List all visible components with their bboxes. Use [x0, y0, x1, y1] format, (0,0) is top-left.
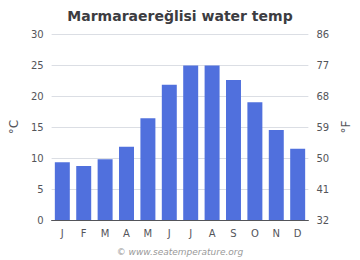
svg-text:O: O [251, 228, 259, 239]
svg-text:M: M [101, 228, 110, 239]
svg-text:°C: °C [7, 120, 21, 134]
svg-text:30: 30 [31, 29, 44, 40]
svg-text:J: J [60, 228, 64, 239]
svg-text:S: S [230, 228, 236, 239]
svg-text:10: 10 [31, 153, 44, 164]
svg-text:A: A [209, 228, 216, 239]
svg-text:F: F [81, 228, 87, 239]
svg-text:59: 59 [316, 122, 329, 133]
svg-text:0: 0 [37, 215, 43, 226]
svg-text:J: J [188, 228, 192, 239]
svg-text:25: 25 [31, 60, 44, 71]
svg-text:77: 77 [316, 60, 329, 71]
svg-text:32: 32 [316, 215, 329, 226]
svg-text:A: A [123, 228, 130, 239]
svg-text:°F: °F [339, 120, 353, 133]
svg-text:20: 20 [31, 91, 44, 102]
svg-text:N: N [273, 228, 280, 239]
svg-text:68: 68 [316, 91, 329, 102]
svg-text:Marmaraereğlisi water temp: Marmaraereğlisi water temp [67, 8, 292, 24]
svg-text:15: 15 [31, 122, 44, 133]
svg-text:5: 5 [37, 184, 43, 195]
svg-text:M: M [144, 228, 153, 239]
svg-text:41: 41 [316, 184, 329, 195]
svg-text:86: 86 [316, 29, 329, 40]
svg-text:D: D [294, 228, 302, 239]
svg-text:J: J [167, 228, 171, 239]
svg-text:50: 50 [316, 153, 329, 164]
svg-text:© www.seatemperature.org: © www.seatemperature.org [117, 247, 244, 257]
